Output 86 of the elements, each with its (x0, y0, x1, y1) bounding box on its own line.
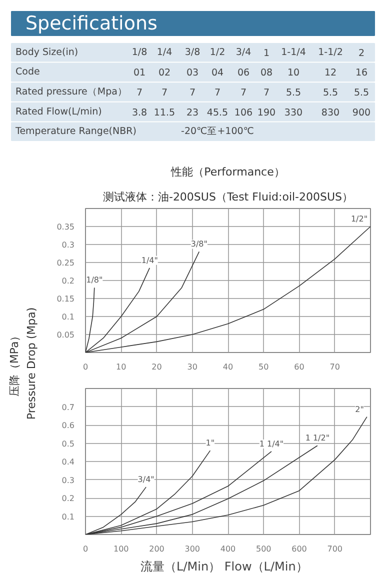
series-label: 2" (355, 404, 364, 414)
text: 02 (158, 68, 171, 79)
y-axis-title: 压降（MPa） Pressure Drop (Mpa) (8, 307, 38, 420)
x-tick-label: 300 (184, 544, 200, 554)
x-tick-label: 400 (220, 544, 236, 554)
y-tick-label: 0.25 (56, 258, 74, 268)
y-tick-label: 0.15 (56, 294, 74, 304)
x-tick-label: 0 (82, 544, 88, 554)
text: 7 (240, 88, 247, 98)
text: 23 (186, 107, 199, 118)
text: 106 (234, 107, 253, 118)
text: 3.8 (132, 107, 148, 118)
text: 10 (287, 68, 300, 79)
category-label: Rated pressure（Mpa） (16, 86, 128, 98)
series-label: 1 1/4" (259, 439, 284, 448)
series-label: 1/2" (350, 214, 368, 224)
x-tick-label: 20 (152, 362, 162, 372)
text: 7 (136, 88, 143, 98)
y-tick-label: 0.05 (56, 330, 74, 340)
text: 7 (189, 88, 196, 98)
text: 7 (214, 88, 221, 98)
y-tick-label: 0.1 (62, 512, 75, 522)
x-tick-label: 40 (222, 362, 234, 372)
series-label: 3/4" (138, 475, 154, 484)
y-tick-label: 0.2 (62, 276, 75, 286)
text: Specifications (26, 12, 158, 34)
x-tick-label: 100 (113, 544, 129, 554)
series-label: 1" (206, 438, 215, 448)
text: 16 (355, 68, 368, 79)
text: 04 (211, 68, 224, 79)
text: 01 (133, 68, 146, 79)
category-label: 3/4 (236, 46, 252, 58)
text: 190 (257, 107, 276, 118)
category-label: 1/4 (156, 46, 172, 58)
series-label: 1/4" (141, 256, 158, 265)
y-tick-label: 0.7 (62, 402, 75, 412)
text: -20℃至+100℃ (181, 126, 254, 138)
category-label: 1/8 (132, 46, 148, 58)
text: 06 (237, 68, 250, 79)
y-tick-label: 0.6 (62, 421, 75, 430)
y-tick-label: 0.3 (62, 240, 75, 250)
text: 900 (352, 107, 371, 118)
category-label: 1/2 (210, 46, 226, 58)
x-tick-label: 200 (149, 544, 164, 554)
text: 12 (324, 68, 337, 79)
x-tick-label: 30 (187, 362, 198, 372)
x-tick-label: 500 (256, 544, 272, 554)
y-tick-label: 0.3 (62, 476, 75, 485)
x-tick-label: 10 (116, 362, 126, 372)
chart-title: 性能（Performance） (170, 166, 285, 178)
text: 08 (260, 68, 273, 79)
category-label: 1-1/2 (318, 46, 343, 58)
category-label: Temperature Range(NBR) (16, 126, 136, 138)
text: 330 (284, 107, 303, 118)
category-label: Body Size(in) (16, 46, 78, 58)
y-tick-label: 0.2 (62, 494, 75, 503)
category-label: 2 (358, 48, 365, 59)
series-label: 3/8" (190, 240, 208, 249)
series-label: 1 1/2" (305, 434, 330, 443)
x-tick-label: 0 (82, 362, 88, 372)
text: 03 (186, 68, 199, 79)
text: 5.5 (322, 88, 338, 98)
x-tick-label: 600 (292, 544, 307, 554)
x-tick-label: 70 (330, 362, 340, 372)
category-label: 1 (263, 48, 270, 59)
text: 7 (263, 88, 270, 98)
y-tick-label: 0.1 (62, 312, 75, 322)
x-axis-title: 流量（L/Min） Flow（L/Min） (140, 560, 308, 574)
y-tick-label: 0.5 (62, 439, 75, 448)
series-label: 1/8" (86, 276, 103, 285)
y-tick-label: 0.35 (56, 222, 74, 232)
category-label: Rated Flow(L/min) (16, 106, 102, 118)
text: 5.5 (354, 88, 370, 98)
text: 7 (161, 88, 168, 98)
category-label: Code (16, 66, 40, 78)
text: 45.5 (206, 107, 228, 118)
x-tick-label: 700 (327, 544, 343, 554)
x-tick-label: 50 (258, 362, 269, 372)
category-label: 3/8 (184, 46, 200, 58)
y-tick-label: 0.4 (62, 458, 75, 466)
category-label: 1-1/4 (281, 46, 306, 58)
text: 830 (321, 107, 340, 118)
text: 5.5 (286, 88, 302, 98)
chart-subtitle: 测试液体：油-200SUS（Test Fluid:oil-200SUS） (102, 190, 354, 204)
text: 11.5 (154, 107, 176, 118)
x-tick-label: 60 (294, 362, 304, 372)
